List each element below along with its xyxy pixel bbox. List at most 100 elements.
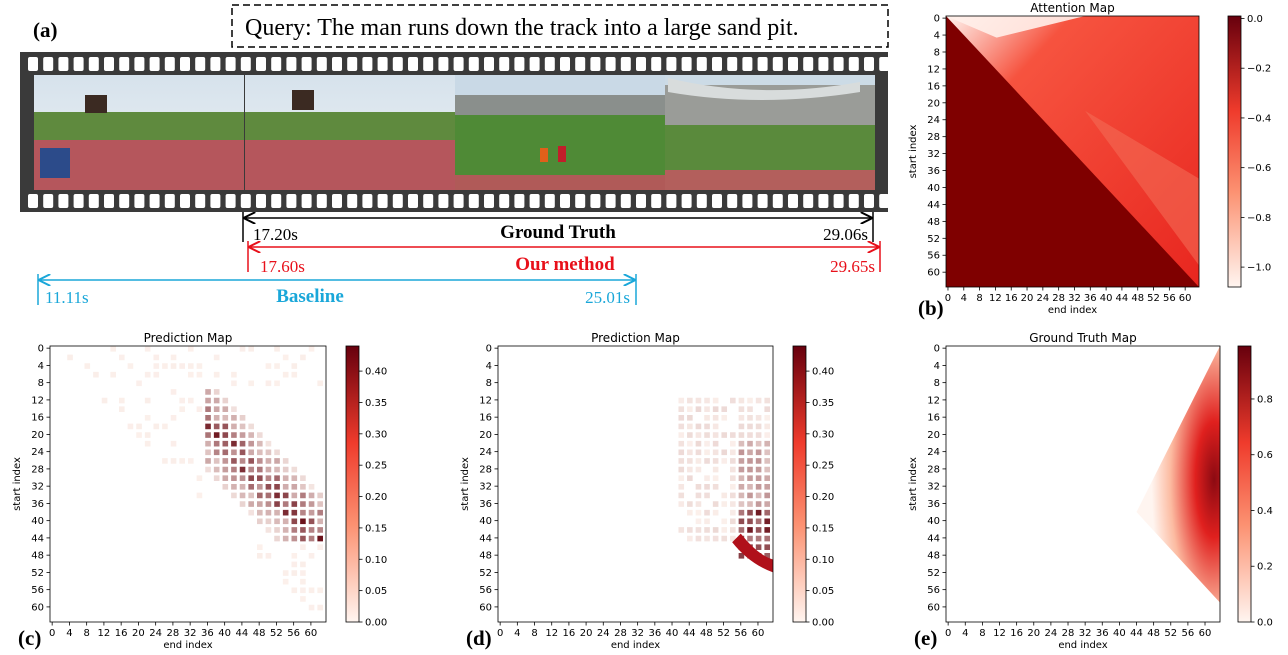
heat-cell xyxy=(239,346,246,352)
x-tick-label: 36 xyxy=(1096,628,1109,639)
x-tick-label: 8 xyxy=(83,628,89,639)
heat-cell xyxy=(239,449,246,456)
heat-cell xyxy=(730,458,736,464)
heat-cell xyxy=(205,406,211,412)
y-tick-label: 28 xyxy=(31,464,44,475)
heat-cell xyxy=(213,458,220,464)
heat-cell xyxy=(755,423,762,430)
heat-cell xyxy=(213,449,220,456)
heat-cell xyxy=(721,415,728,421)
heat-cell xyxy=(170,440,177,447)
sprocket-hole xyxy=(879,57,890,71)
sprocket-hole xyxy=(514,194,525,208)
heat-cell xyxy=(274,346,280,352)
heat-cell xyxy=(300,492,306,499)
heat-cell xyxy=(687,509,693,516)
heat-cell xyxy=(755,475,762,481)
y-tick-label: 44 xyxy=(479,533,492,544)
heat-cell xyxy=(119,354,125,361)
heat-cell xyxy=(179,397,185,404)
gt-start: 17.20s xyxy=(253,225,298,244)
heat-cell xyxy=(764,544,770,550)
heat-cell xyxy=(265,363,272,369)
heat-cell xyxy=(308,527,315,533)
heat-cell xyxy=(282,458,289,464)
heat-cell xyxy=(231,415,237,421)
heat-cell xyxy=(265,466,272,473)
x-tick-label: 44 xyxy=(1116,293,1129,304)
heat-cell xyxy=(162,363,168,369)
heat-cell xyxy=(188,397,194,404)
heat-cell xyxy=(282,518,289,525)
y-tick-label: 0 xyxy=(934,344,940,355)
heat-cell xyxy=(300,570,306,576)
heat-cell xyxy=(678,449,685,456)
sprocket-hole xyxy=(651,57,662,71)
x-tick-label: 4 xyxy=(66,628,72,639)
heat-cell xyxy=(274,380,280,387)
y-tick-label: 4 xyxy=(934,361,940,372)
gt-label: Ground Truth xyxy=(500,222,616,243)
x-axis-label: end index xyxy=(1048,305,1097,316)
sprocket-hole xyxy=(681,194,692,208)
heat-cell xyxy=(231,440,237,447)
heat-region xyxy=(946,16,1086,38)
heat-cell xyxy=(730,432,736,438)
y-tick-label: 24 xyxy=(927,447,940,458)
sprocket-hole xyxy=(529,194,540,208)
heat-cell xyxy=(317,380,323,387)
heat-cell xyxy=(308,484,315,490)
heat-cell xyxy=(317,587,323,594)
heat-cell xyxy=(695,527,702,533)
heat-cell xyxy=(265,501,272,507)
heat-cell xyxy=(213,432,220,438)
heat-cell xyxy=(687,449,693,456)
sprocket-hole xyxy=(453,194,464,208)
heat-region xyxy=(732,533,773,573)
sprocket-hole xyxy=(58,194,69,208)
heat-cell xyxy=(695,397,702,404)
x-tick-label: 36 xyxy=(1084,293,1097,304)
y-tick-label: 12 xyxy=(927,64,940,75)
heat-cell xyxy=(248,346,254,352)
heat-cell xyxy=(721,458,728,464)
heat-cell xyxy=(248,380,254,387)
sprocket-hole xyxy=(88,57,99,71)
x-tick-label: 40 xyxy=(1100,293,1113,304)
sprocket-hole xyxy=(772,194,783,208)
sprocket-hole xyxy=(727,57,738,71)
axes-frame xyxy=(497,345,774,623)
heat-cell xyxy=(747,440,753,447)
colorbar-tick-label: 0.05 xyxy=(812,586,834,597)
heat-cell xyxy=(119,397,125,404)
x-tick-label: 32 xyxy=(1068,293,1081,304)
heat-cell xyxy=(265,449,272,456)
x-tick-label: 56 xyxy=(287,628,300,639)
heat-cell xyxy=(300,527,306,533)
heat-cell xyxy=(308,535,315,542)
heat-cell xyxy=(764,535,770,542)
heat-cell xyxy=(300,544,306,550)
heat-cell xyxy=(291,371,298,378)
heat-cell xyxy=(712,535,719,542)
sprocket-hole xyxy=(271,194,282,208)
heat-cell xyxy=(144,415,151,421)
y-tick-label: 48 xyxy=(927,551,940,562)
y-tick-label: 56 xyxy=(927,251,940,262)
heat-cell xyxy=(704,475,710,481)
colorbar-tick-label: 0.00 xyxy=(365,618,387,629)
heat-cell xyxy=(317,604,323,611)
heat-cell xyxy=(755,458,762,464)
axes-frame xyxy=(945,345,1221,623)
heat-cell xyxy=(213,397,220,404)
heat-cell xyxy=(170,415,177,421)
heat-cell xyxy=(755,518,762,525)
heat-cell xyxy=(239,484,246,490)
sprocket-hole xyxy=(362,194,373,208)
heat-cell xyxy=(755,527,762,533)
heat-cell xyxy=(738,415,745,421)
colorbar-tick-label: 0.25 xyxy=(365,461,387,472)
x-tick-label: 56 xyxy=(1163,293,1176,304)
heat-cell xyxy=(764,406,770,412)
heat-cell xyxy=(282,492,289,499)
